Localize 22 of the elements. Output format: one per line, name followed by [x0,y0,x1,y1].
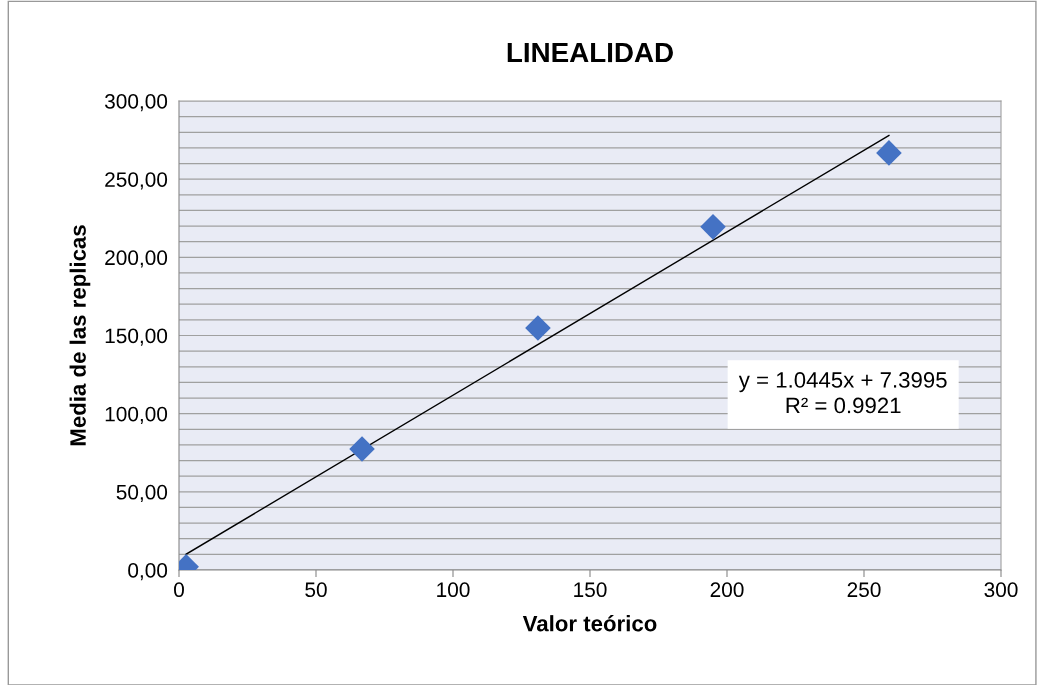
y-tick-label: 50,00 [116,484,168,503]
point [349,436,375,462]
y-tick-label: 200,00 [105,250,168,268]
y-tick-label: 300,00 [104,94,168,112]
x-tick-label: 100 [437,582,470,598]
point [876,140,902,166]
x-axis-title: Valor teórico [522,614,657,632]
x-tick-label: 150 [574,582,607,598]
y-tick-label: 250,00 [105,172,168,190]
x-tick-label: 200 [710,582,744,598]
x-tick-label: 50 [305,582,327,598]
y-axis-title: Media de las replicas [69,225,91,446]
point [700,214,726,240]
x-tick-label: 0 [174,582,184,598]
point [525,315,551,341]
y-tick-label: 0,00 [128,563,168,581]
x-tick-label: 250 [847,582,881,598]
y-tick-label: 100,00 [105,406,168,424]
y-tick-label: 150,00 [105,328,168,346]
x-tick-label: 300 [984,582,1018,598]
chart-title: LINEALIDAD [507,43,673,63]
annotation: y = 1.0445x + 7.3995 R² = 0.9921 [738,372,947,414]
